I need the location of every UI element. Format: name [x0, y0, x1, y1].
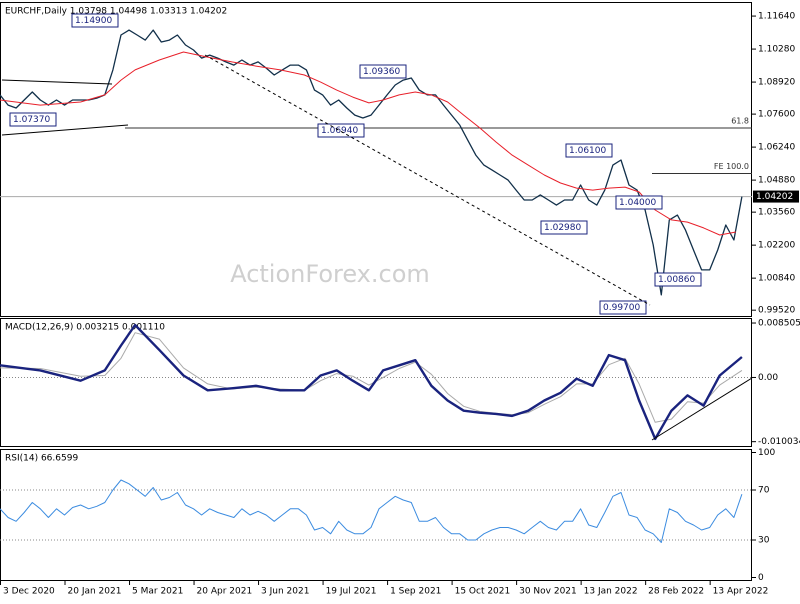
panel-title: RSI(14) 66.6599: [5, 454, 78, 464]
y-tick-label: 1.07600: [758, 110, 795, 120]
x-tick-label: 15 Oct 2021: [455, 587, 511, 597]
annotation-box: [540, 220, 588, 235]
x-tick-label: 20 Apr 2021: [197, 587, 253, 597]
x-tick-label: 13 Jan 2022: [584, 587, 638, 597]
y-tick-label: 1.06240: [758, 143, 795, 153]
annotation-box: [565, 143, 613, 158]
annotation-label: 1.00860: [658, 275, 695, 285]
macd-trend-line: [651, 377, 753, 441]
y-tick-label: 0.00: [758, 373, 778, 383]
y-tick-label: 1.00840: [758, 274, 795, 284]
annotation-box: [654, 272, 702, 287]
annotation-label: 1.06100: [569, 146, 606, 156]
series-line: [0, 51, 736, 236]
y-tick-label: 0.008505: [758, 319, 800, 329]
level-label: 61.8: [731, 116, 749, 125]
panel-frame: [0, 318, 752, 447]
annotation-label: 0.99700: [603, 303, 640, 313]
x-tick-label: 1 Sep 2021: [390, 587, 441, 597]
annotation-box: [9, 112, 57, 127]
watermark: ActionForex.com: [230, 260, 430, 288]
x-tick-label: 3 Dec 2020: [3, 587, 55, 597]
y-tick-label: 30: [758, 536, 770, 546]
x-tick-label: 19 Jul 2021: [326, 587, 377, 597]
annotation-box: [599, 300, 647, 315]
channel-line: [1, 79, 113, 85]
y-tick-label: 1.11640: [758, 12, 795, 22]
annotation-label: 1.07370: [13, 115, 50, 125]
annotation-label: 1.09360: [363, 67, 400, 77]
series-line: [0, 479, 743, 543]
annotation-box: [615, 195, 663, 210]
y-tick-label: 100: [758, 448, 775, 458]
x-tick-label: 20 Jan 2021: [68, 587, 122, 597]
annotation-box: [317, 123, 365, 138]
annotation-label: 1.14900: [75, 16, 112, 26]
panel-title: MACD(12,26,9) 0.003215 0.001110: [5, 323, 165, 333]
series-line: [0, 332, 743, 423]
annotation-label: 1.04000: [619, 198, 656, 208]
y-tick-label: 1.04880: [758, 176, 795, 186]
series-line: [0, 29, 743, 296]
y-tick-label: 1.03560: [758, 208, 795, 218]
level-label: FE 100.0: [714, 162, 749, 171]
annotation-box: [359, 64, 407, 79]
channel-line: [1, 124, 129, 136]
annotation-label: 1.02980: [544, 223, 581, 233]
x-tick-label: 5 Mar 2021: [132, 587, 183, 597]
annotation-box: [71, 13, 119, 28]
x-tick-label: 30 Nov 2021: [519, 587, 577, 597]
last-price-box: [753, 190, 799, 203]
series-line: [0, 323, 743, 441]
y-tick-label: 0.99520: [758, 306, 795, 316]
x-tick-label: 13 Apr 2022: [713, 587, 769, 597]
y-tick-label: 0: [758, 573, 764, 583]
trend-line: [204, 54, 651, 306]
y-tick-label: 1.10280: [758, 45, 795, 55]
panel-frame: [0, 2, 752, 317]
x-tick-label: 3 Jun 2021: [261, 587, 309, 597]
y-tick-label: -0.010034: [758, 437, 800, 447]
last-price-label: 1.04202: [756, 192, 793, 202]
panel-frame: [0, 449, 752, 581]
y-tick-label: 1.08920: [758, 78, 795, 88]
y-tick-label: 70: [758, 486, 770, 496]
annotation-label: 1.06940: [321, 126, 358, 136]
y-tick-label: 1.02200: [758, 241, 795, 251]
x-tick-label: 28 Feb 2022: [648, 587, 704, 597]
panel-title: EURCHF,Daily 1.03798 1.04498 1.03313 1.0…: [5, 7, 227, 17]
